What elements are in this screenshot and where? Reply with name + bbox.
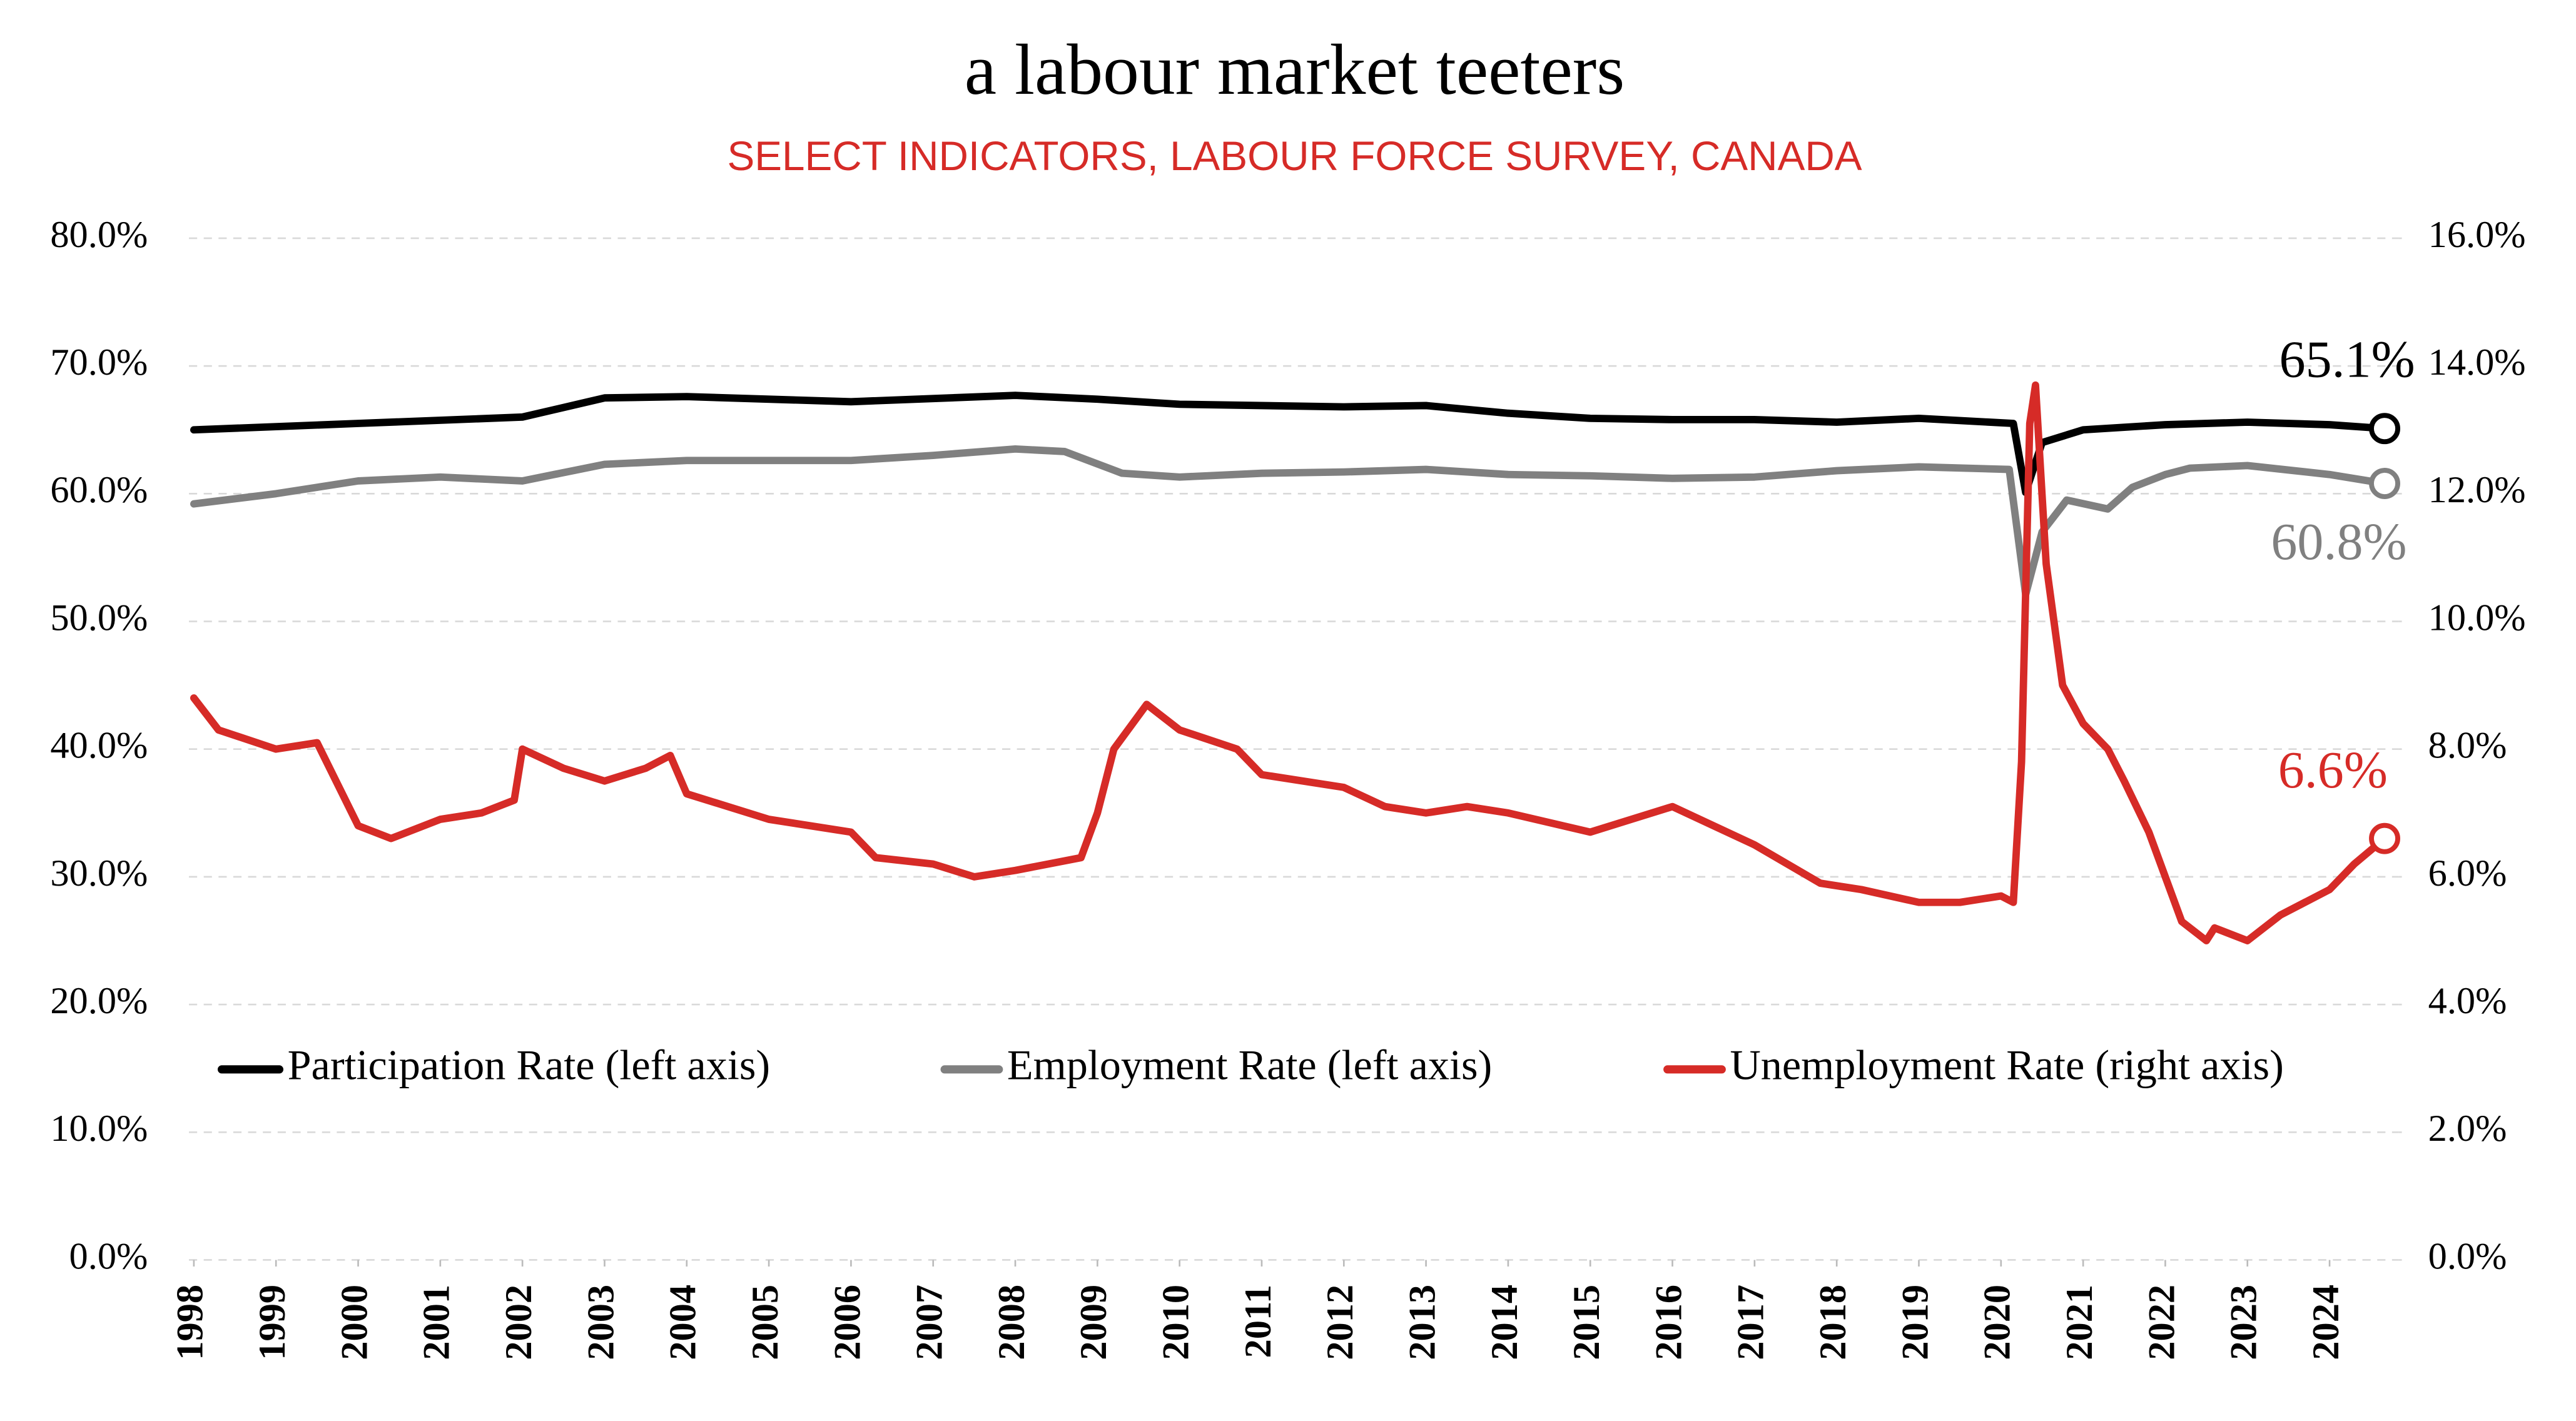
- y-tick-label: 80.0%: [50, 214, 148, 256]
- x-tick-label: 2002: [498, 1285, 540, 1360]
- end-label: 60.8%: [2271, 513, 2406, 571]
- y-tick-label: 10.0%: [50, 1108, 148, 1150]
- y-tick-label: 0.0%: [69, 1235, 148, 1277]
- x-tick-label: 2005: [744, 1285, 786, 1360]
- x-tick-label: 1999: [251, 1285, 293, 1360]
- y2-tick-label: 8.0%: [2428, 725, 2507, 767]
- y2-tick-label: 10.0%: [2428, 597, 2526, 639]
- x-tick-label: 2010: [1155, 1285, 1197, 1360]
- end-marker: [2369, 413, 2400, 445]
- x-tick-label: 2007: [909, 1285, 951, 1360]
- series-line: [190, 392, 2388, 497]
- y-tick-label: 40.0%: [50, 725, 148, 767]
- x-tick-label: 2014: [1484, 1285, 1526, 1360]
- y-tick-label: 50.0%: [50, 597, 148, 639]
- end-marker: [2369, 468, 2400, 499]
- end-label: 6.6%: [2278, 741, 2388, 799]
- x-tick-label: 1998: [170, 1285, 211, 1360]
- series-line: [190, 445, 2388, 599]
- x-tick-label: 2023: [2223, 1285, 2265, 1360]
- end-label: 65.1%: [2279, 330, 2415, 388]
- legend-label: Employment Rate (left axis): [1007, 1041, 1492, 1089]
- x-tick-label: 2024: [2305, 1285, 2347, 1360]
- x-tick-label: 2015: [1566, 1285, 1608, 1360]
- y2-tick-label: 12.0%: [2428, 469, 2526, 511]
- x-tick-label: 2004: [662, 1285, 704, 1360]
- x-tick-label: 2019: [1894, 1285, 1936, 1360]
- series-line: [190, 381, 2388, 944]
- x-tick-label: 2021: [2059, 1285, 2101, 1360]
- x-tick-label: 2012: [1319, 1285, 1361, 1360]
- end-marker: [2369, 822, 2400, 854]
- y-tick-label: 60.0%: [50, 469, 148, 511]
- y-tick-label: 30.0%: [50, 852, 148, 894]
- x-tick-label: 2001: [416, 1285, 458, 1360]
- x-tick-label: 2020: [1977, 1285, 2019, 1360]
- y2-tick-label: 2.0%: [2428, 1108, 2507, 1150]
- x-tick-label: 2000: [333, 1285, 375, 1360]
- x-tick-label: 2022: [2141, 1285, 2183, 1360]
- x-tick-label: 2016: [1648, 1285, 1690, 1360]
- y2-tick-label: 6.0%: [2428, 852, 2507, 894]
- x-tick-label: 2011: [1237, 1285, 1279, 1358]
- y2-tick-label: 14.0%: [2428, 341, 2526, 383]
- legend-label: Participation Rate (left axis): [288, 1041, 771, 1089]
- x-tick-label: 2013: [1401, 1285, 1443, 1360]
- x-tick-label: 2017: [1730, 1285, 1772, 1360]
- y2-tick-label: 16.0%: [2428, 214, 2526, 256]
- chart-title: a labour market teeters: [965, 29, 1625, 109]
- y2-tick-label: 4.0%: [2428, 980, 2507, 1022]
- y2-tick-label: 0.0%: [2428, 1235, 2507, 1277]
- legend-label: Unemployment Rate (right axis): [1730, 1041, 2283, 1089]
- x-tick-label: 2003: [580, 1285, 622, 1360]
- chart-subtitle: SELECT INDICATORS, LABOUR FORCE SURVEY, …: [727, 133, 1862, 179]
- x-tick-label: 2008: [991, 1285, 1033, 1360]
- x-tick-label: 2009: [1073, 1285, 1115, 1360]
- x-tick-label: 2018: [1812, 1285, 1854, 1360]
- x-tick-label: 2006: [826, 1285, 868, 1360]
- y-tick-label: 20.0%: [50, 980, 148, 1022]
- y-tick-label: 70.0%: [50, 341, 148, 383]
